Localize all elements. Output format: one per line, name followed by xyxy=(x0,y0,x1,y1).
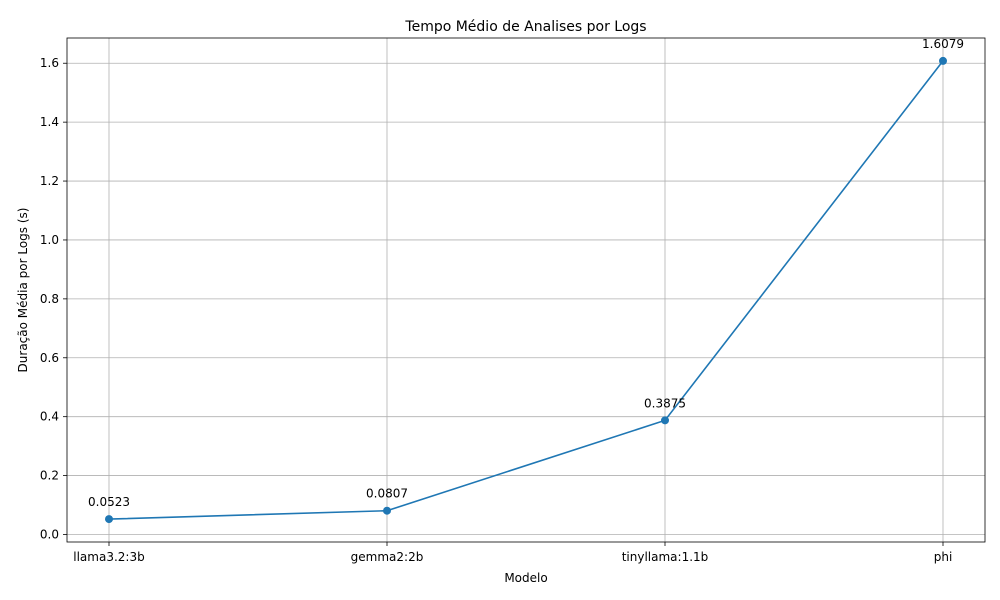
x-tick-label: gemma2:2b xyxy=(351,550,424,564)
data-label: 0.0807 xyxy=(366,487,408,501)
x-tick-label: phi xyxy=(934,550,953,564)
y-tick-label: 0.4 xyxy=(40,410,59,424)
series-layer xyxy=(105,56,947,524)
data-point xyxy=(661,416,669,425)
y-tick-label: 0.6 xyxy=(40,351,59,365)
data-label: 0.0523 xyxy=(88,495,130,509)
data-point xyxy=(383,506,391,515)
y-tick-label: 1.2 xyxy=(40,174,59,188)
data-point xyxy=(939,56,947,65)
y-tick-label: 1.4 xyxy=(40,115,59,129)
chart-title: Tempo Médio de Analises por Logs xyxy=(404,19,646,35)
y-tick-label: 0.2 xyxy=(40,469,59,483)
x-axis-label: Modelo xyxy=(504,571,547,585)
y-tick-label: 1.0 xyxy=(40,233,59,247)
x-tick-label: tinyllama:1.1b xyxy=(622,550,709,564)
data-label-layer: 0.0523 0.0807 0.3875 1.6079 xyxy=(88,37,964,509)
y-axis-label: Duração Média por Logs (s) xyxy=(16,208,30,373)
y-tick-label: 0.0 xyxy=(40,527,59,541)
series-line xyxy=(108,60,944,520)
data-label: 0.3875 xyxy=(644,396,686,410)
x-tick-label: llama3.2:3b xyxy=(73,550,144,564)
axis-layer: llama3.2:3b gemma2:2b tinyllama:1.1b phi 0.0… xyxy=(40,56,952,564)
plot-frame xyxy=(66,37,986,543)
grid-layer xyxy=(67,38,985,542)
y-tick-label: 1.6 xyxy=(40,56,59,70)
data-label: 1.6079 xyxy=(922,37,964,51)
y-tick-label: 0.8 xyxy=(40,292,59,306)
data-point xyxy=(105,515,113,524)
